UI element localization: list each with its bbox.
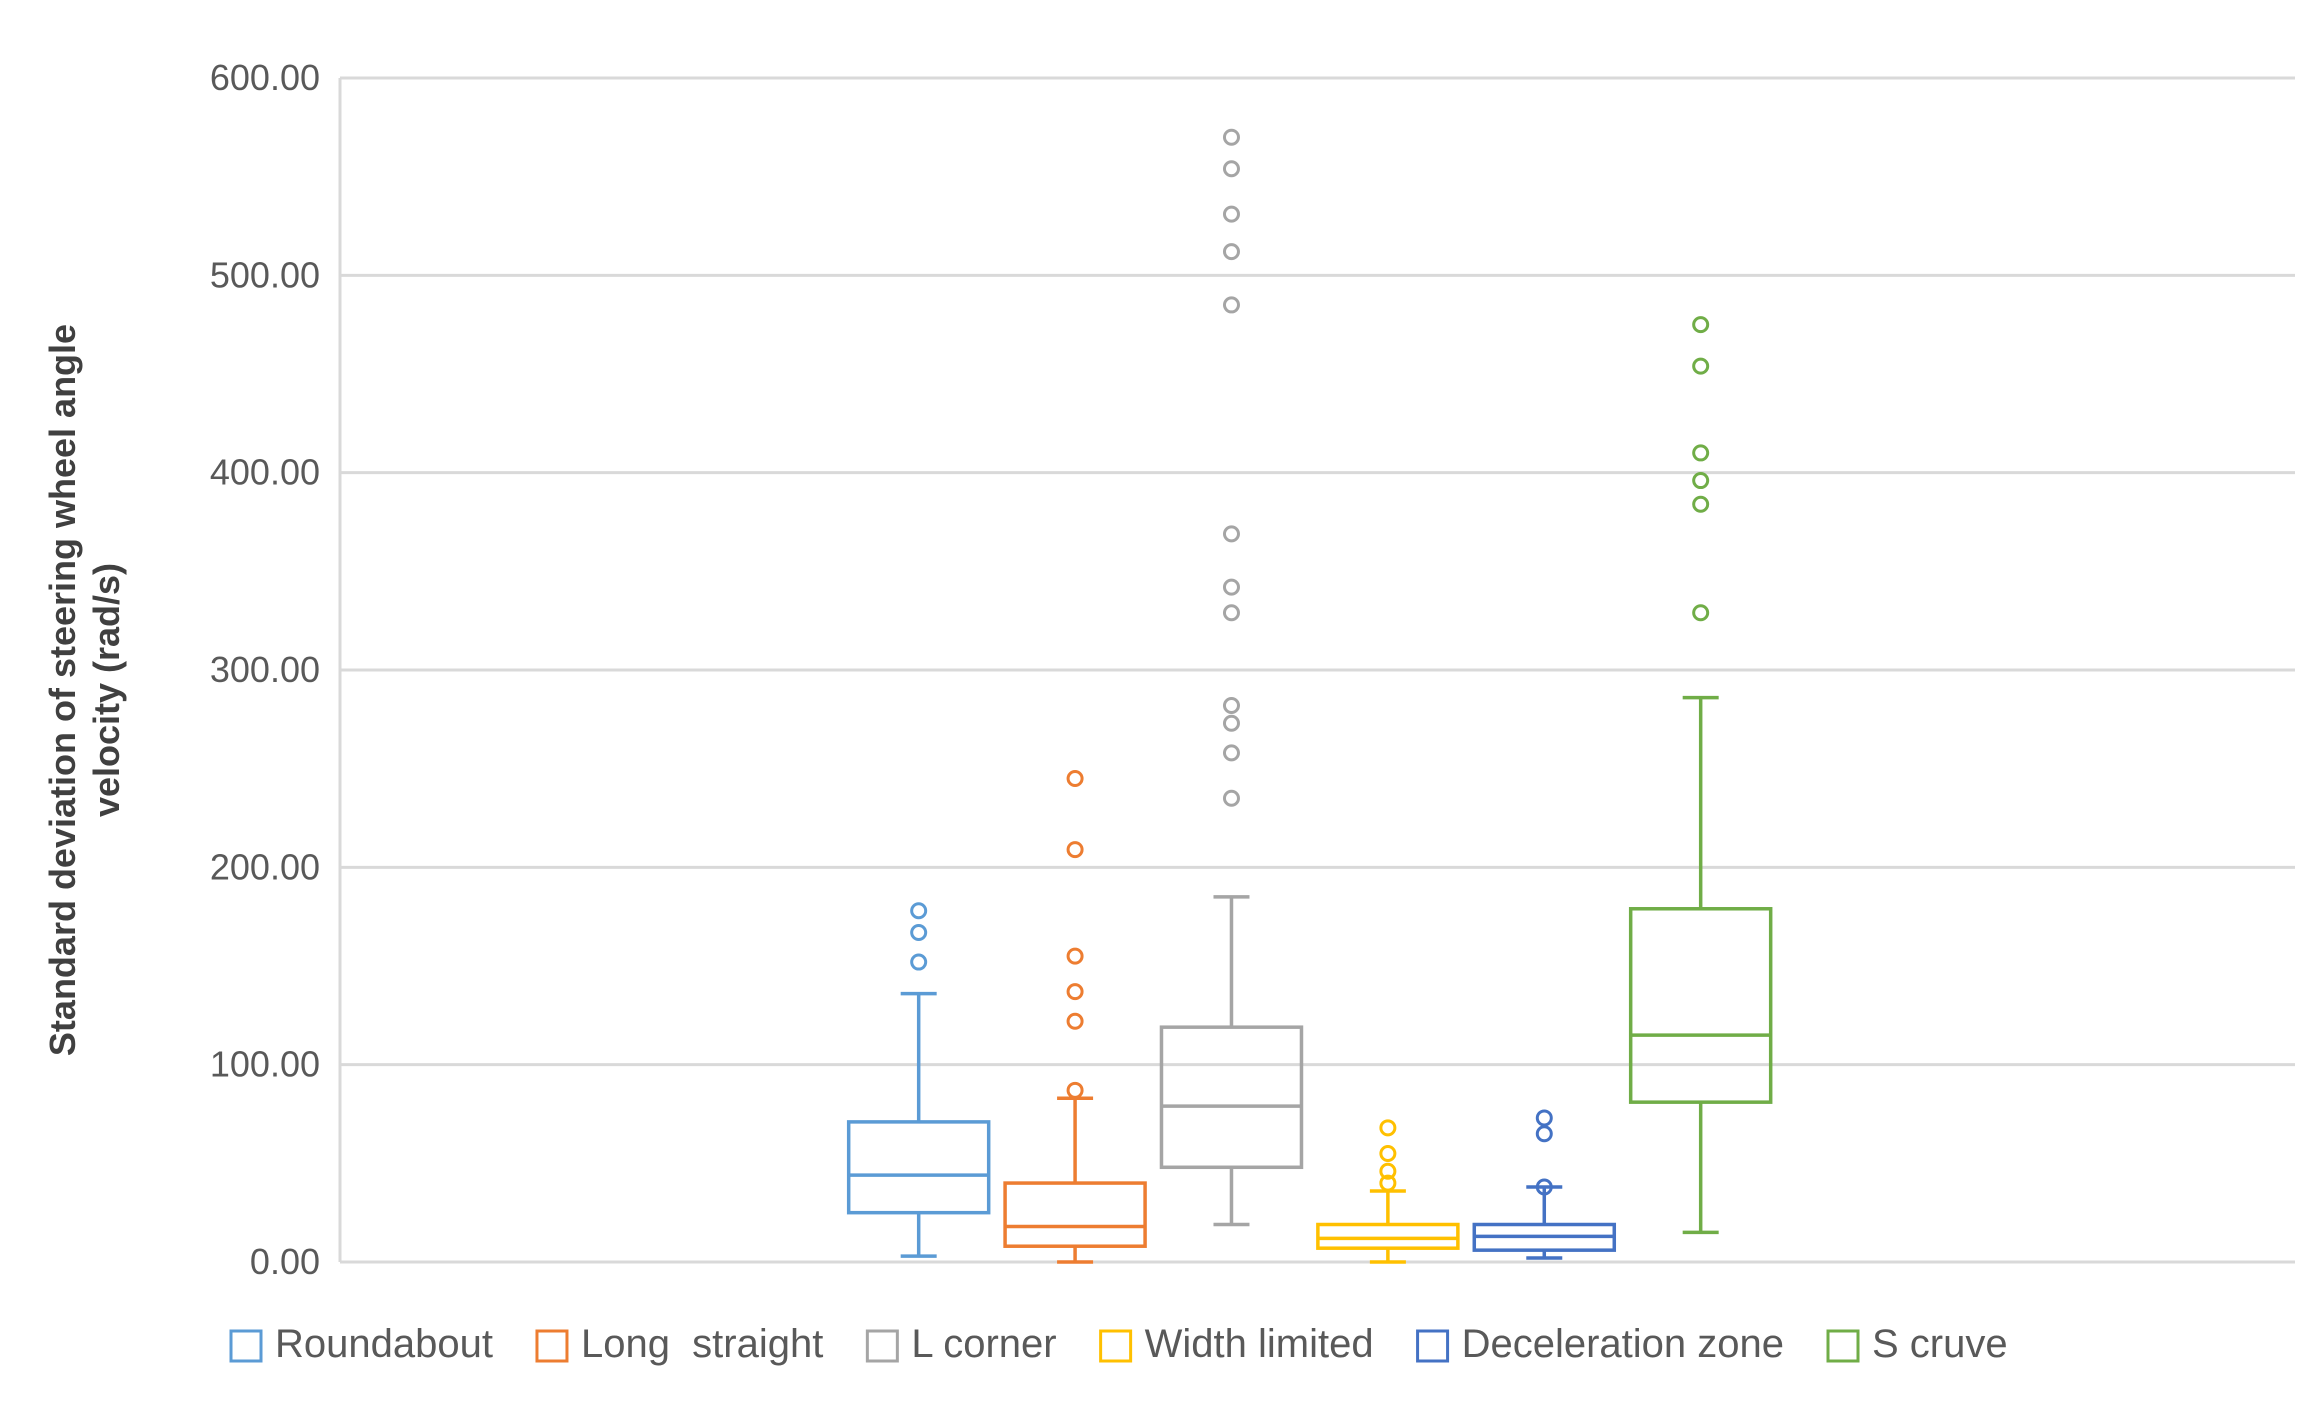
outlier-point xyxy=(1222,697,1240,715)
box-series-s-cruve xyxy=(1628,316,1773,1235)
outlier-point xyxy=(910,923,928,941)
box-iqr xyxy=(1316,1222,1460,1250)
box-iqr xyxy=(1628,907,1773,1104)
legend-label: Deceleration zone xyxy=(1462,1322,1784,1366)
outlier-point xyxy=(1222,525,1240,543)
legend-item-roundabout: Roundabout xyxy=(229,1322,493,1366)
box-series-l-corner xyxy=(1159,128,1304,1227)
legend-label: Roundabout xyxy=(275,1322,493,1366)
outlier-point xyxy=(1066,1012,1084,1030)
outlier-point xyxy=(910,902,928,920)
outlier-point xyxy=(1379,1144,1397,1162)
outlier-point xyxy=(1222,604,1240,622)
legend-label: Width limited xyxy=(1145,1322,1374,1366)
legend-item-width-limited: Width limited xyxy=(1099,1322,1374,1366)
outlier-point xyxy=(1692,444,1710,462)
legend-item-deceleration-zone: Deceleration zone xyxy=(1416,1322,1784,1366)
box-series-deceleration-zone xyxy=(1472,1109,1617,1260)
outlier-point xyxy=(1066,1081,1084,1099)
y-axis-title-line-2: velocity (rad/s) xyxy=(86,563,127,817)
box-iqr xyxy=(1159,1025,1304,1170)
outlier-point xyxy=(1066,983,1084,1001)
outlier-point xyxy=(1222,789,1240,807)
outlier-point xyxy=(1692,472,1710,490)
outlier-point xyxy=(1066,770,1084,788)
y-tick-label: 600.00 xyxy=(210,57,320,98)
outlier-point xyxy=(1066,947,1084,965)
outlier-point xyxy=(1066,841,1084,859)
outlier-point xyxy=(1222,160,1240,178)
legend: Roundabout Long straight L corner Width lim… xyxy=(229,1322,2008,1366)
outlier-point xyxy=(1535,1125,1553,1143)
y-tick-label: 300.00 xyxy=(210,649,320,690)
legend-swatch xyxy=(229,1329,263,1363)
outlier-point xyxy=(1692,316,1710,334)
legend-swatch xyxy=(1826,1329,1860,1363)
y-tick-label: 500.00 xyxy=(210,254,320,295)
outlier-point xyxy=(1222,243,1240,261)
outlier-point xyxy=(1222,744,1240,762)
outlier-point xyxy=(1535,1178,1553,1196)
outlier-point xyxy=(1222,714,1240,732)
gridlines xyxy=(340,76,2295,1264)
legend-swatch xyxy=(865,1329,899,1363)
box-series-roundabout xyxy=(846,902,991,1258)
legend-label: S cruve xyxy=(1872,1322,2008,1366)
outlier-point xyxy=(1692,604,1710,622)
outlier-point xyxy=(910,953,928,971)
legend-label: L corner xyxy=(911,1322,1056,1366)
y-tick-label: 400.00 xyxy=(210,452,320,493)
legend-swatch xyxy=(1416,1329,1450,1363)
outlier-point xyxy=(1692,357,1710,375)
legend-label: Long straight xyxy=(581,1322,823,1366)
y-axis-title: Standard deviation of steering wheel ang… xyxy=(42,324,127,1056)
outlier-point xyxy=(1222,205,1240,223)
outlier-point xyxy=(1222,578,1240,596)
outlier-point xyxy=(1222,128,1240,146)
y-axis-title-line-1: Standard deviation of steering wheel ang… xyxy=(42,324,83,1056)
legend-item-s-cruve: S cruve xyxy=(1826,1322,2008,1366)
legend-swatch xyxy=(1099,1329,1133,1363)
y-tick-label: 100.00 xyxy=(210,1044,320,1085)
legend-swatch xyxy=(535,1329,569,1363)
box-series-width-limited xyxy=(1316,1119,1460,1264)
box-series-long-straight xyxy=(1003,770,1147,1264)
outlier-point xyxy=(1379,1174,1397,1192)
legend-item-long-straight: Long straight xyxy=(535,1322,823,1366)
outlier-point xyxy=(1222,296,1240,314)
outlier-point xyxy=(1535,1109,1553,1127)
box-iqr xyxy=(846,1120,991,1215)
box-iqr xyxy=(1003,1181,1147,1248)
y-tick-label: 0.00 xyxy=(250,1241,320,1282)
outlier-point xyxy=(1379,1119,1397,1137)
y-tick-label: 200.00 xyxy=(210,846,320,887)
outlier-point xyxy=(1379,1162,1397,1180)
legend-item-l-corner: L corner xyxy=(865,1322,1057,1366)
outlier-point xyxy=(1692,495,1710,513)
